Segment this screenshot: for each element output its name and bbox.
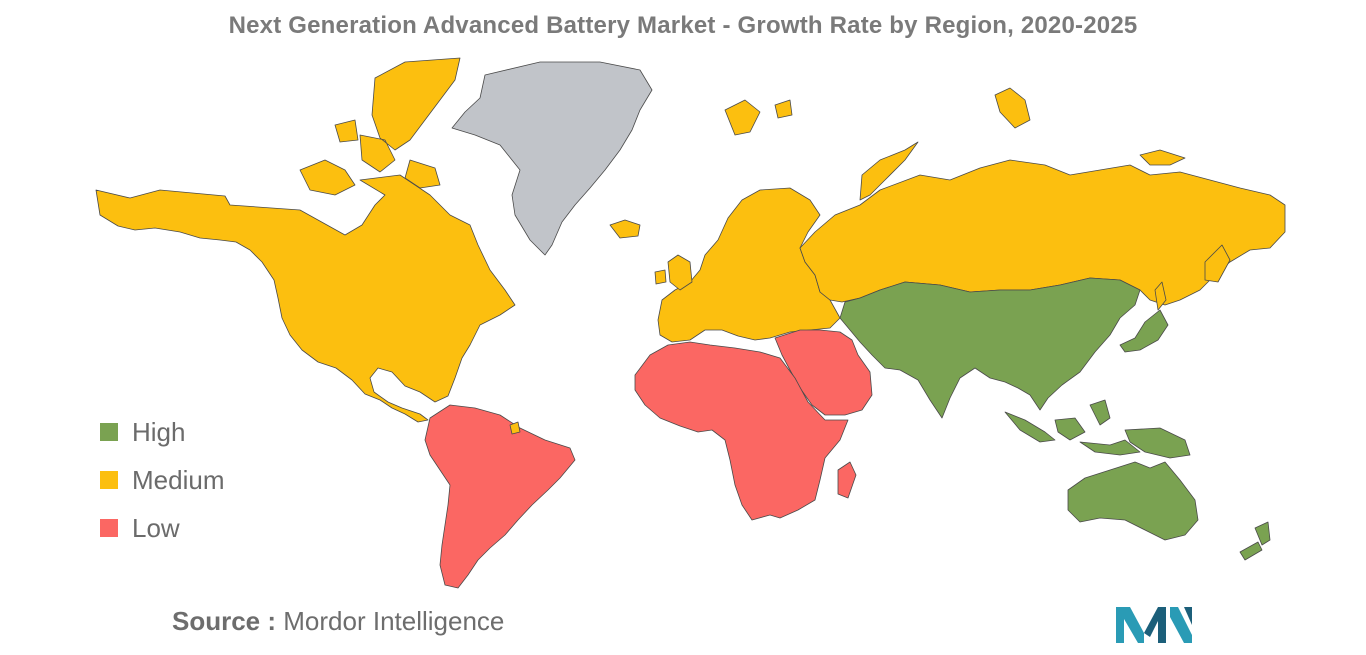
source-value: Mordor Intelligence	[283, 606, 505, 636]
legend-label-low: Low	[132, 512, 180, 543]
source-line: Source : Mordor Intelligence	[172, 606, 504, 637]
legend-label-high: High	[132, 416, 186, 447]
region-sakhalin	[1154, 244, 1231, 311]
region-novaya-zemlya	[859, 87, 1186, 201]
region-svalbard	[724, 99, 793, 136]
legend-item-medium: Medium	[100, 456, 224, 504]
region-iceland	[609, 219, 641, 239]
region-japan	[1119, 309, 1169, 353]
region-asia	[839, 277, 1141, 419]
legend-label-medium: Medium	[132, 464, 225, 495]
region-french-guiana	[509, 421, 521, 435]
legend-item-low: Low	[100, 504, 224, 552]
legend-swatch-high	[100, 423, 118, 441]
region-south-america	[424, 404, 576, 589]
region-se-asia-islands	[1004, 399, 1191, 459]
legend-swatch-medium	[100, 471, 118, 489]
region-africa	[634, 341, 849, 521]
region-north-america	[95, 174, 516, 423]
region-greenland	[451, 61, 653, 256]
legend-item-high: High	[100, 408, 224, 456]
legend: High Medium Low	[100, 408, 224, 552]
region-uk	[654, 254, 693, 291]
legend-swatch-low	[100, 519, 118, 537]
chart-title: Next Generation Advanced Battery Market …	[228, 12, 1138, 39]
mordor-intelligence-logo-icon	[1116, 607, 1192, 643]
region-new-zealand	[1239, 521, 1271, 561]
region-arctic-islands	[299, 57, 461, 196]
source-key: Source :	[172, 606, 277, 636]
region-madagascar	[837, 461, 857, 499]
region-australia	[1067, 461, 1199, 541]
